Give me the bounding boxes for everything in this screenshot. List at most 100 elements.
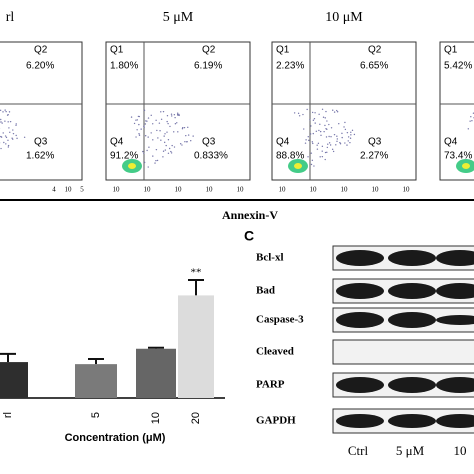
dot <box>167 138 170 141</box>
dot <box>143 152 145 154</box>
dot <box>335 144 337 146</box>
dot <box>339 141 341 144</box>
row-label: Caspase-3 <box>256 314 304 326</box>
quadrant-name: Q4 <box>444 137 458 148</box>
dot <box>166 120 168 123</box>
dot <box>136 129 138 131</box>
dot <box>341 136 343 139</box>
dot <box>182 127 184 129</box>
flow-tick: 10 <box>372 186 380 194</box>
band <box>336 250 384 266</box>
density <box>294 163 302 169</box>
dot <box>15 123 17 125</box>
panel-title: 5 μM <box>163 10 194 25</box>
dot <box>297 112 300 115</box>
dot <box>314 122 316 124</box>
dot <box>311 159 314 162</box>
dot <box>160 139 162 141</box>
dot <box>0 136 3 138</box>
dot <box>5 136 8 139</box>
chart-xlabel: Concentration (μM) <box>65 432 166 444</box>
dot <box>176 122 178 124</box>
quadrant-name: Q3 <box>202 137 216 148</box>
dot <box>333 111 336 113</box>
dot <box>146 120 148 122</box>
dot <box>150 114 152 117</box>
dot <box>330 127 333 129</box>
flow-tick: 10 <box>279 186 287 194</box>
quadrant-percent: 2.27% <box>360 151 388 162</box>
dot <box>328 123 330 126</box>
dot <box>170 150 172 153</box>
lane-label: 10 <box>454 443 467 458</box>
dot <box>136 119 139 121</box>
dot <box>333 133 336 136</box>
dot <box>6 114 9 116</box>
dot <box>336 140 338 143</box>
x-tick-label: rl <box>2 412 14 418</box>
dot <box>148 146 150 148</box>
dot <box>312 132 314 135</box>
dot <box>9 131 11 134</box>
dot <box>7 146 9 148</box>
dot <box>169 125 171 128</box>
quadrant-name: Q1 <box>110 45 124 56</box>
dot <box>310 163 313 166</box>
dot <box>164 149 167 151</box>
dot <box>310 152 313 154</box>
dot <box>170 113 173 115</box>
dot <box>179 143 182 145</box>
quadrant-name: Q4 <box>276 137 290 148</box>
dot <box>0 121 2 123</box>
dot <box>311 141 314 143</box>
flow-plot <box>439 41 474 181</box>
flow-tick: 5 <box>80 186 84 194</box>
dot <box>325 110 327 113</box>
dot <box>332 109 334 111</box>
dot <box>4 135 7 137</box>
dot <box>162 150 165 152</box>
band <box>388 250 436 266</box>
quadrant-percent: 1.62% <box>26 151 54 162</box>
dot <box>152 123 154 125</box>
dot <box>324 124 326 127</box>
panel-title: 10 μM <box>325 10 363 25</box>
dot <box>184 141 186 143</box>
quadrant-name: Q3 <box>34 137 48 148</box>
bar <box>178 295 214 398</box>
dot <box>16 137 18 140</box>
quadrant-percent: 6.19% <box>194 61 222 72</box>
dot <box>12 132 15 135</box>
dot <box>336 138 339 140</box>
dot <box>15 134 17 137</box>
dot <box>324 151 327 154</box>
dot <box>344 142 346 144</box>
bar <box>0 362 28 398</box>
dot <box>144 135 147 137</box>
dot <box>7 139 9 141</box>
quadrant-percent: 2.23% <box>276 61 304 72</box>
band <box>436 315 474 325</box>
dot <box>174 116 176 119</box>
dot <box>349 141 351 144</box>
band <box>388 283 436 299</box>
x-tick-label: 20 <box>190 412 202 424</box>
dot <box>314 112 316 114</box>
dot <box>165 144 167 147</box>
bar <box>75 364 117 398</box>
dot <box>316 148 319 150</box>
dot <box>327 143 329 145</box>
dot <box>152 155 154 157</box>
dot <box>321 150 323 152</box>
dot <box>185 134 187 137</box>
dot <box>162 110 165 113</box>
dot <box>190 140 192 142</box>
band <box>436 414 474 428</box>
dot <box>171 115 173 117</box>
row-label: Bcl-xl <box>256 252 284 264</box>
dot <box>0 109 2 112</box>
dot <box>347 140 349 142</box>
row-label: PARP <box>256 379 285 391</box>
dot <box>158 122 161 124</box>
